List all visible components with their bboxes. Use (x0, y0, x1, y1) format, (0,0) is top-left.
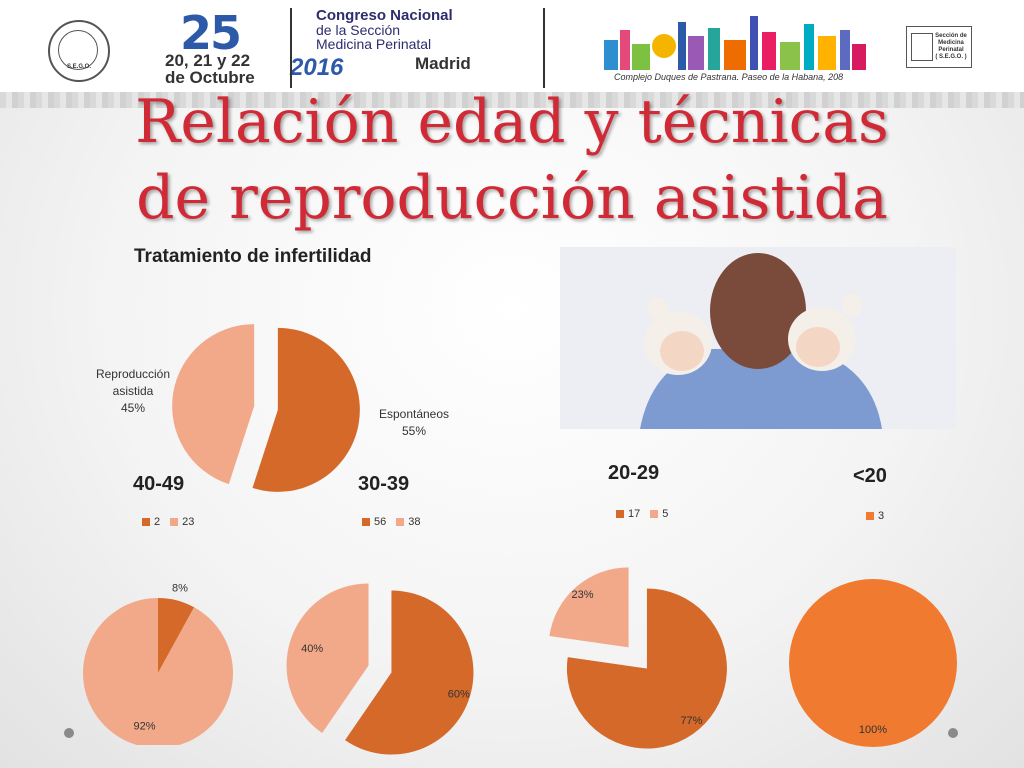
slide-title-line-1: Relación edad y técnicas (135, 87, 889, 157)
pie-slice (252, 327, 360, 492)
section-logo-line-2: Medicina (938, 40, 964, 46)
pie-title-20-29: 20-29 (608, 462, 660, 484)
pie-data-label: 100% (859, 724, 887, 736)
pie-data-label: 92% (134, 720, 156, 732)
legend-swatch-light (650, 510, 659, 518)
madrid-skyline-illustration (604, 16, 866, 70)
pie-slice (286, 583, 369, 734)
pie-slice (83, 598, 233, 745)
espontaneos-label-line-1: Espontáneos (378, 407, 450, 421)
dates-line-1: 20, 21 y 22 (165, 51, 251, 70)
espontaneos-label-line-2: 55% (401, 424, 427, 438)
congress-dates: 20, 21 y 22 de Octubre (165, 52, 255, 86)
section-logo: Sección de Medicina Perinatal ( S.E.G.O.… (906, 26, 972, 68)
pie-data-label: 23% (571, 589, 593, 601)
legend-30-39: 56 38 (362, 516, 431, 528)
pie-data-label: 40% (301, 643, 323, 655)
pie-chart-20-29: 77% 23% (549, 567, 727, 749)
congress-line-1: Congreso Nacional (316, 7, 453, 24)
legend-label: 17 (628, 508, 641, 520)
congress-number: 25 (180, 6, 242, 60)
reproduccion-label-line-3: 45% (120, 401, 146, 415)
seal-text: S.E.G.O. (66, 64, 91, 70)
pie-data-label: 60% (448, 688, 470, 700)
congress-name: Congreso Nacional de la Sección Medicina… (316, 8, 453, 51)
espontaneos-label: Espontáneos 55% (366, 406, 462, 440)
legend-40-49: 2 23 (142, 516, 204, 528)
legend-label: 38 (408, 516, 421, 528)
congress-venue: Complejo Duques de Pastrana. Paseo de la… (614, 72, 844, 82)
section-logo-line-3: Perinatal (938, 47, 964, 53)
congress-line-3: Medicina Perinatal (316, 36, 432, 52)
pie-data-label: 8% (172, 582, 188, 594)
legend-label: 5 (662, 508, 669, 520)
pie-slice (345, 590, 474, 755)
legend-under-20: 3 (866, 510, 894, 522)
legend-label: 3 (878, 510, 885, 522)
slide-title: Relación edad y técnicas de reproducción… (0, 84, 1024, 236)
sego-seal-logo: S.E.G.O. (48, 20, 110, 82)
infertility-pie-chart (172, 324, 360, 492)
legend-20-29: 17 5 (616, 508, 678, 520)
conference-banner: S.E.G.O. 25 20, 21 y 22 de Octubre 2016 … (0, 0, 1024, 108)
pie-chart-under-20: 100% (789, 579, 957, 747)
banner-divider (543, 8, 545, 88)
legend-swatch-light (396, 518, 405, 526)
reproduccion-label-line-2: asistida (112, 384, 154, 398)
pie-slice (549, 567, 629, 648)
pie-title-under-20: <20 (853, 465, 887, 487)
mother-with-twins-photo (560, 247, 956, 429)
section-logo-line-1: Sección de (935, 33, 967, 39)
previous-slide-button[interactable] (64, 728, 74, 738)
legend-label: 23 (182, 516, 195, 528)
reproduccion-label-line-1: Reproducción (95, 367, 171, 381)
legend-swatch-dark (616, 510, 624, 518)
pie-title-30-39: 30-39 (358, 473, 410, 495)
pie-slice (789, 579, 957, 747)
infertility-chart-title: Tratamiento de infertilidad (134, 246, 372, 267)
congress-year: 2016 (290, 54, 344, 81)
slide-title-line-2: de reproducción asistida (136, 163, 888, 233)
banner-divider (290, 8, 292, 88)
dates-line-2: de Octubre (165, 68, 255, 87)
next-slide-button[interactable] (948, 728, 958, 738)
pie-chart-40-49: 8% 92% (83, 582, 233, 745)
legend-swatch-dark (142, 518, 150, 526)
legend-swatch-orange (866, 512, 874, 520)
legend-swatch-dark (362, 518, 370, 526)
pie-data-label: 77% (680, 715, 702, 727)
legend-swatch-light (170, 518, 179, 526)
pie-title-40-49: 40-49 (133, 473, 185, 495)
pie-slice (172, 324, 255, 485)
pie-slice (566, 588, 727, 749)
section-logo-emblem (911, 33, 933, 61)
legend-label: 56 (374, 516, 387, 528)
reproduccion-asistida-label: Reproducción asistida 45% (86, 366, 180, 417)
legend-label: 2 (154, 516, 161, 528)
congress-city: Madrid (415, 54, 471, 73)
banner-stripe (0, 92, 1024, 108)
pie-slice (158, 598, 195, 673)
congress-line-2: de la Sección (316, 22, 401, 38)
section-logo-line-4: ( S.E.G.O. ) (935, 54, 967, 60)
pie-chart-30-39: 60% 40% (286, 583, 474, 755)
